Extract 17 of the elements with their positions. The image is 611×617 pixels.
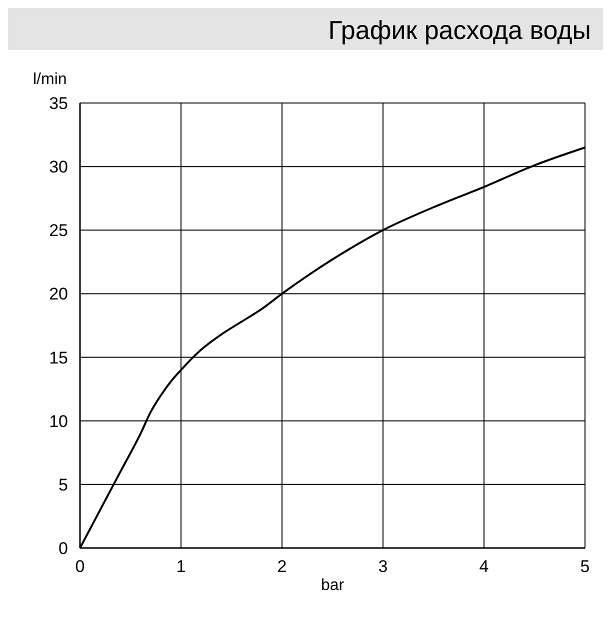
y-tick-label: 30 [49,158,68,177]
x-tick-label: 4 [479,557,489,576]
x-tick-label: 5 [580,557,590,576]
y-tick-label: 25 [49,221,68,240]
y-tick-label: 35 [49,94,68,113]
x-tick-label: 1 [176,557,186,576]
y-tick-label: 10 [49,412,68,431]
chart-title: График расхода воды [328,15,591,45]
x-axis-title: bar [320,577,345,594]
y-tick-label: 20 [49,284,68,304]
x-tick-label: 3 [378,557,388,576]
x-tick-label: 2 [277,557,287,576]
y-tick-label: 5 [58,475,68,494]
y-tick-label: 0 [58,539,68,558]
y-tick-label: 15 [49,348,68,368]
x-tick-label: 0 [75,557,85,576]
y-axis-title: l/min [33,71,67,88]
